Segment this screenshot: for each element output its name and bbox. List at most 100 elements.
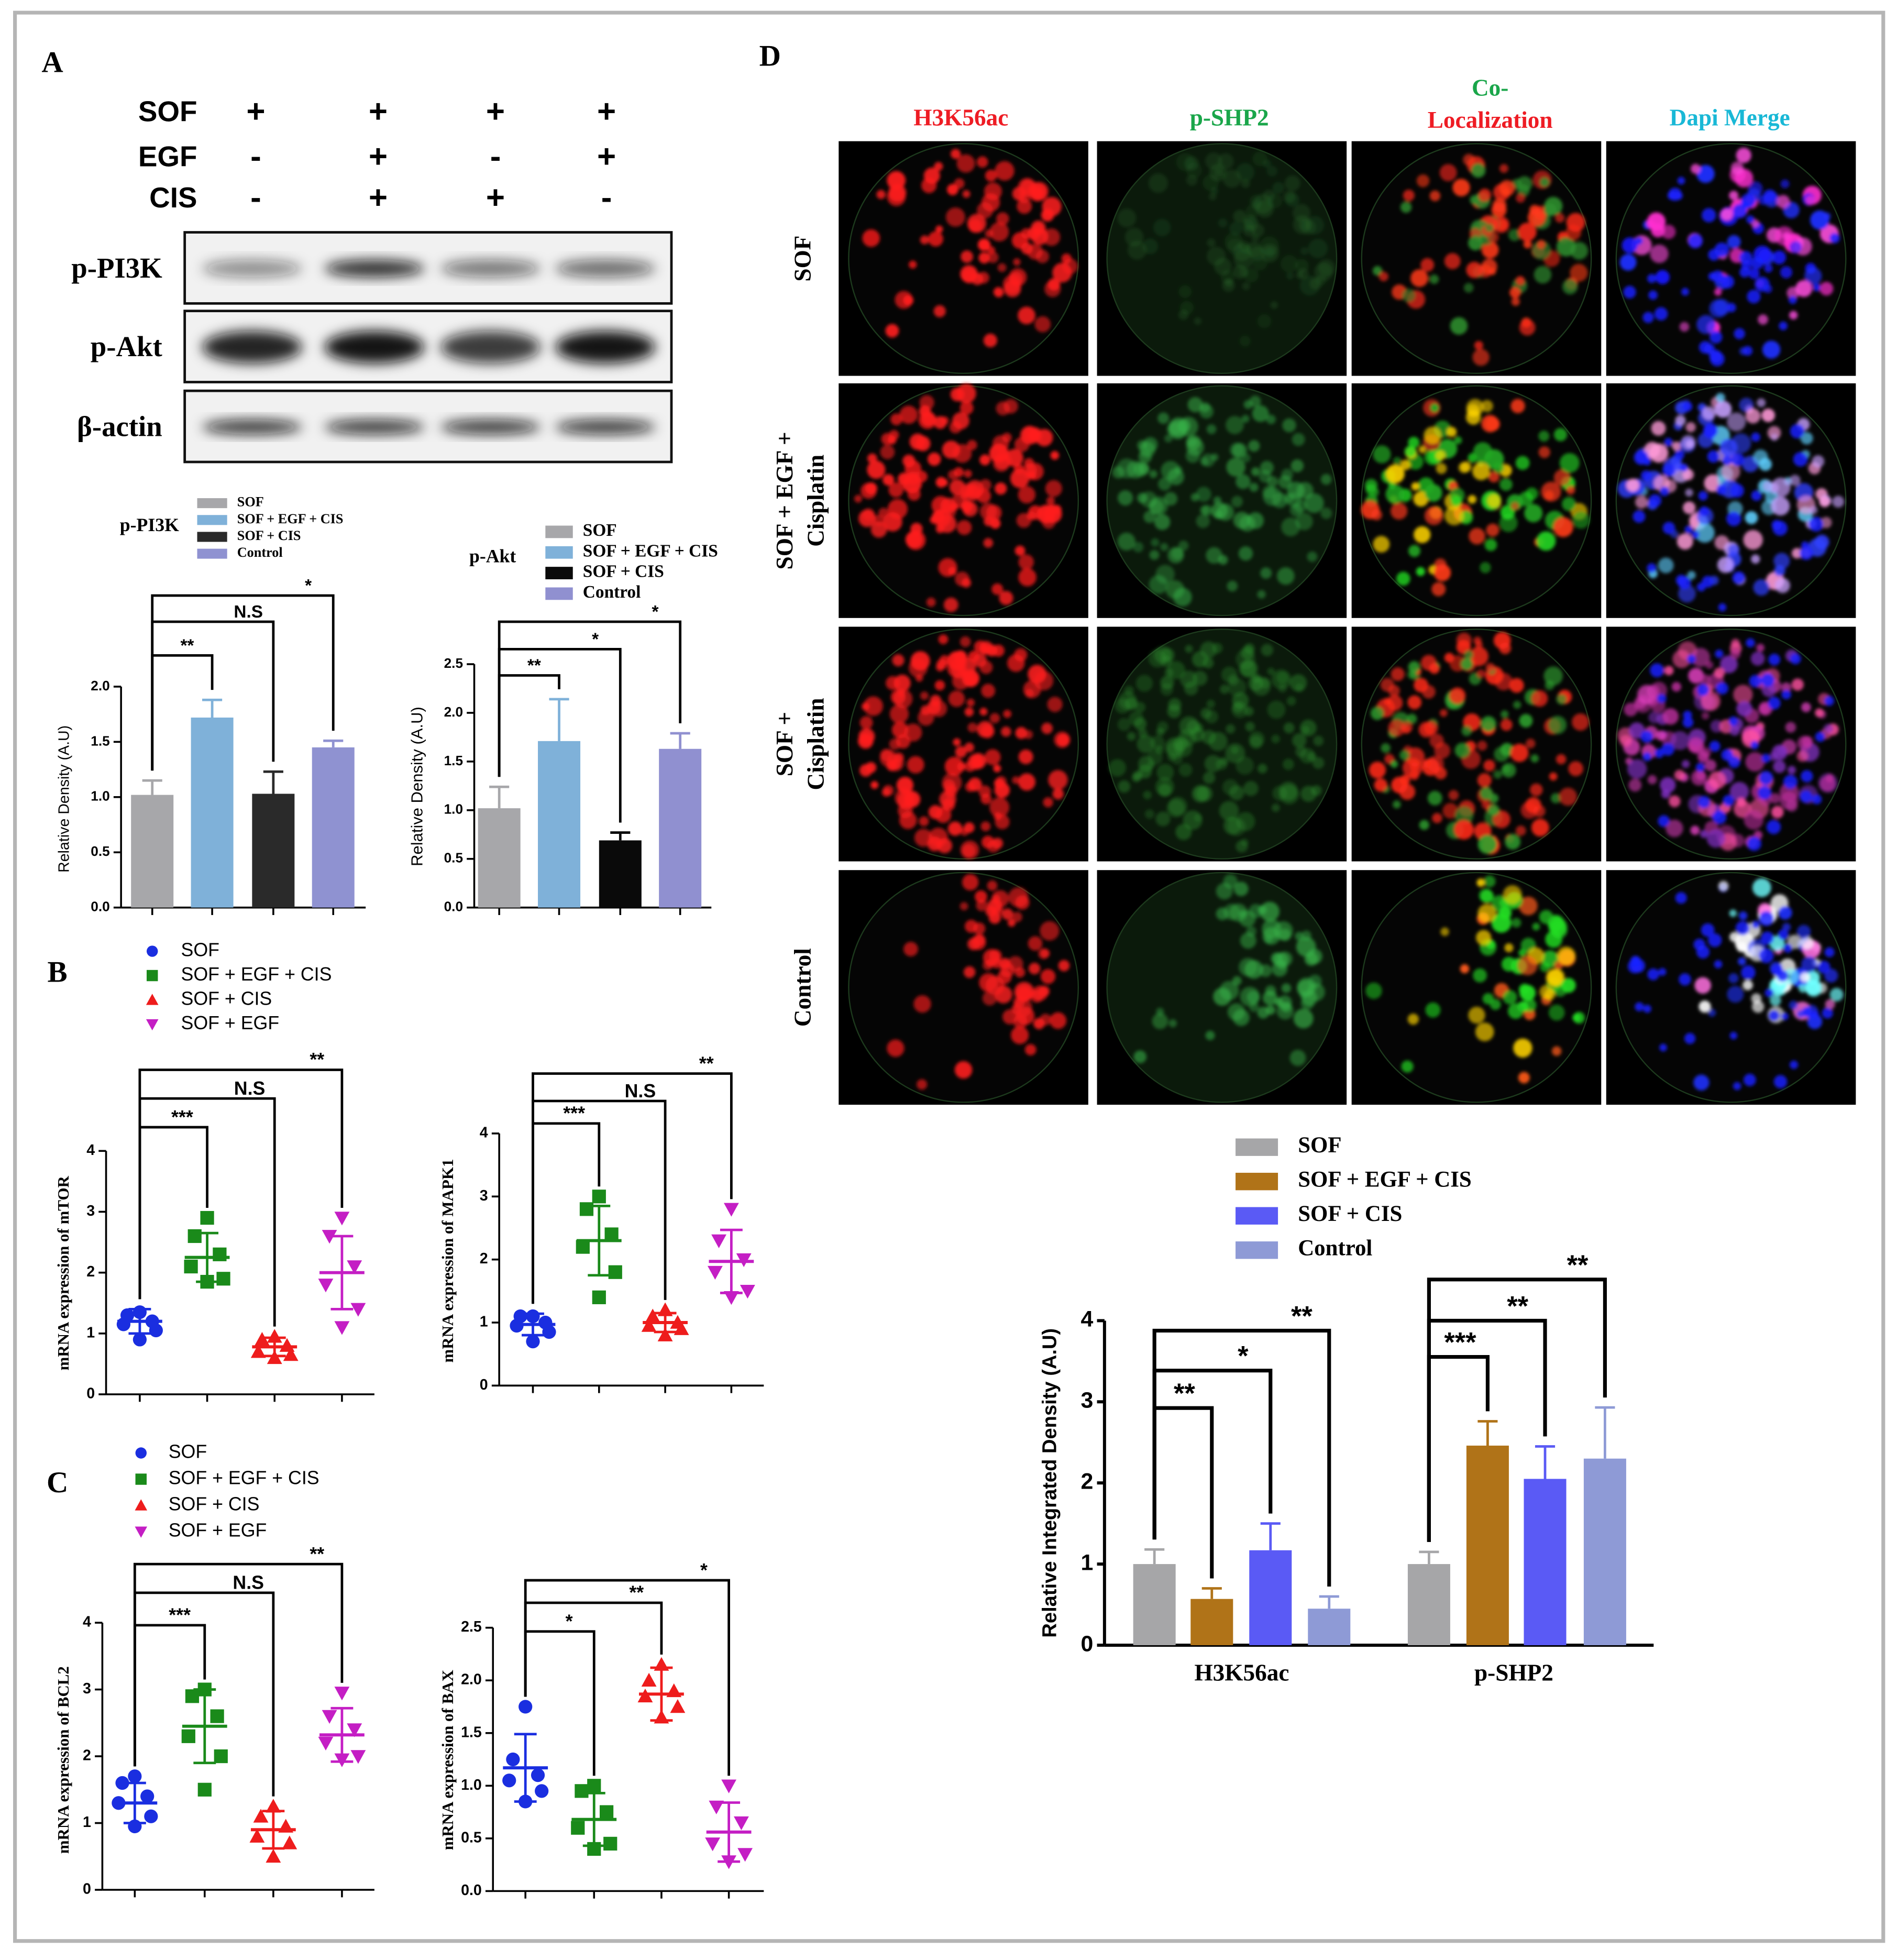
data-point <box>266 1848 281 1863</box>
dapi-nucleus <box>1801 770 1813 783</box>
nucleus <box>1318 259 1336 277</box>
nucleus <box>1211 643 1223 654</box>
nucleus <box>1774 226 1794 246</box>
significance-bracket <box>1152 1328 1331 1587</box>
nucleus <box>977 238 990 251</box>
nucleus <box>1043 797 1053 808</box>
nucleus <box>1460 658 1473 670</box>
nucleus <box>1544 490 1554 500</box>
nucleus <box>1003 710 1012 718</box>
nucleus <box>1265 985 1276 996</box>
nucleus <box>1296 482 1314 499</box>
nucleus <box>1502 765 1511 774</box>
nucleus <box>1791 678 1804 691</box>
nucleus <box>1408 661 1420 673</box>
nucleus <box>1129 711 1144 726</box>
nucleus <box>1304 493 1324 513</box>
dapi-nucleus <box>1750 741 1759 750</box>
dapi-nucleus <box>1677 177 1685 185</box>
nucleus <box>1777 746 1787 756</box>
nucleus <box>1167 547 1184 564</box>
nucleus <box>895 291 913 309</box>
blot-band <box>324 331 425 364</box>
nucleus <box>887 499 908 519</box>
data-point <box>737 1848 753 1862</box>
nucleus <box>1539 177 1550 188</box>
nucleus <box>1481 400 1493 412</box>
dapi-nucleus <box>1664 438 1673 447</box>
nucleus <box>1510 502 1519 511</box>
nucleus <box>1505 834 1521 850</box>
data-point <box>266 1799 281 1813</box>
nucleus <box>1500 719 1513 731</box>
nucleus <box>1219 684 1229 694</box>
data-point <box>519 1700 533 1714</box>
nucleus <box>938 634 948 645</box>
dapi-nucleus <box>1682 401 1693 412</box>
nucleus <box>1203 772 1216 784</box>
treatment-sign: + <box>597 138 616 174</box>
nucleus <box>1744 810 1764 830</box>
dapi-nucleus <box>1691 531 1700 539</box>
y-tick-label: 2 <box>1081 1469 1094 1494</box>
nucleus <box>1283 722 1295 734</box>
nucleus <box>1785 722 1796 733</box>
treatment-sign: - <box>490 138 501 174</box>
significance-label: ** <box>1174 1379 1195 1409</box>
nucleus <box>1226 416 1244 434</box>
data-point <box>197 1782 212 1797</box>
nucleus <box>1014 545 1025 556</box>
nucleus <box>1792 548 1803 559</box>
nucleus <box>1444 505 1464 525</box>
nucleus <box>1156 764 1174 781</box>
nucleus <box>1501 710 1509 719</box>
nucleus <box>1440 709 1448 717</box>
y-tick-label: 0.5 <box>444 850 463 866</box>
dapi-nucleus <box>1768 653 1781 666</box>
dapi-nucleus <box>1679 973 1691 986</box>
nucleus <box>1473 442 1493 461</box>
dapi-nucleus <box>1766 820 1781 834</box>
nucleus <box>1039 1014 1052 1026</box>
nucleus <box>1219 801 1239 821</box>
nucleus <box>867 453 877 464</box>
nucleus <box>1108 759 1127 777</box>
legend-label: SOF + EGF + CIS <box>181 964 332 985</box>
significance-label: N.S <box>234 602 263 622</box>
dapi-nucleus <box>1790 424 1805 439</box>
nucleus <box>1420 258 1435 272</box>
data-point <box>322 1710 337 1724</box>
data-point <box>711 1234 726 1248</box>
dapi-nucleus <box>1743 1073 1756 1086</box>
nucleus <box>1474 340 1483 350</box>
y-tick-label: 1 <box>86 1324 95 1341</box>
dapi-nucleus <box>1688 233 1703 249</box>
dapi-nucleus <box>1718 603 1727 612</box>
nucleus <box>1166 660 1186 679</box>
y-axis-label: Relative Density (A.U) <box>56 725 72 873</box>
nucleus <box>1562 497 1576 511</box>
nucleus <box>1041 208 1054 222</box>
significance-label: ** <box>699 1053 714 1074</box>
nucleus <box>1252 151 1267 167</box>
nucleus <box>1823 212 1831 220</box>
data-point <box>604 1227 619 1241</box>
nucleus <box>1137 735 1155 753</box>
nucleus <box>1800 972 1810 983</box>
nucleus <box>1277 960 1287 971</box>
nucleus <box>887 1039 905 1057</box>
nucleus <box>1164 434 1173 443</box>
nucleus <box>947 184 958 195</box>
legend-label: SOF <box>181 940 219 961</box>
nucleus <box>1416 174 1430 188</box>
data-point <box>542 1325 556 1339</box>
error-bar <box>1535 1445 1556 1479</box>
significance-label: *** <box>563 1103 585 1124</box>
nucleus <box>1728 973 1739 984</box>
nucleus <box>1495 673 1513 691</box>
nucleus <box>1782 923 1791 932</box>
nucleus <box>1144 809 1155 819</box>
nucleus <box>1729 725 1740 736</box>
nucleus <box>995 482 1007 495</box>
nucleus <box>943 597 958 612</box>
